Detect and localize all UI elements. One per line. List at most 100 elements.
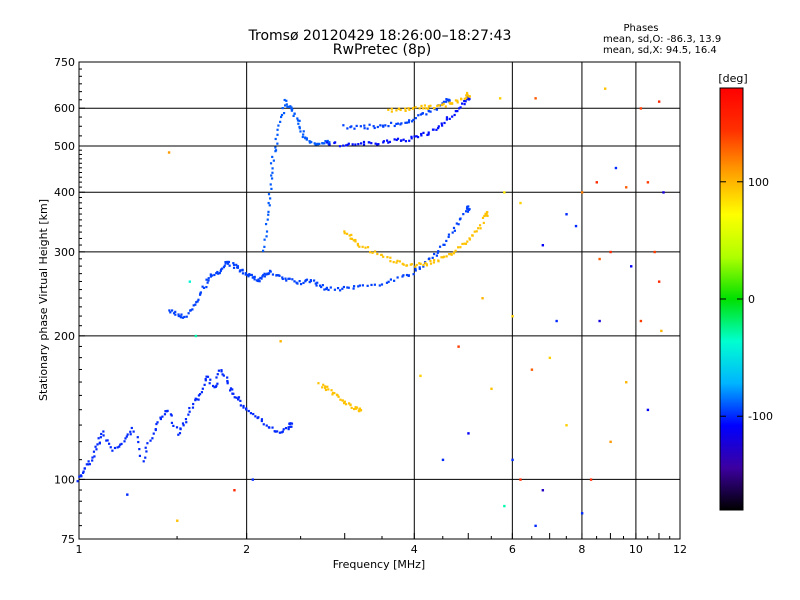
echo-point — [316, 143, 319, 146]
echo-point — [226, 376, 229, 379]
echo-point — [235, 396, 238, 399]
echo-point — [296, 282, 299, 285]
plot-border — [78, 61, 681, 540]
echo-point — [445, 116, 449, 119]
echo-point — [463, 242, 466, 245]
echo-point — [296, 117, 299, 120]
echo-point — [218, 271, 221, 275]
echo-point — [481, 216, 485, 219]
echo-point — [361, 284, 364, 287]
echo-point — [267, 426, 271, 429]
echo-point — [355, 406, 359, 409]
echo-point — [396, 276, 399, 279]
echo-point — [236, 398, 240, 401]
echo-point — [408, 119, 411, 122]
echo-point — [344, 403, 348, 406]
echo-point — [433, 259, 436, 262]
echo-point — [271, 273, 275, 276]
echo-point — [212, 384, 215, 388]
echo-point — [224, 262, 227, 265]
echo-point — [205, 375, 208, 378]
echo-point — [172, 312, 176, 315]
echo-point — [418, 267, 421, 270]
echo-point — [323, 142, 326, 145]
echo-point — [477, 227, 480, 230]
echo-point — [456, 101, 459, 104]
echo-point — [328, 143, 331, 146]
echo-point — [646, 408, 650, 412]
echo-point — [346, 286, 349, 289]
echo-point — [209, 378, 212, 381]
echo-point — [325, 141, 328, 144]
echo-point — [346, 127, 349, 130]
y-tick-label: 200 — [54, 330, 75, 343]
echo-point — [333, 288, 337, 291]
echo-point — [354, 240, 357, 243]
echo-point — [485, 212, 488, 215]
echo-point — [287, 428, 290, 431]
echo-point — [333, 391, 336, 395]
echo-point — [289, 105, 292, 108]
echo-point — [342, 144, 345, 147]
echo-point — [152, 432, 155, 435]
echo-point — [339, 398, 342, 401]
echo-point — [290, 422, 294, 425]
echo-point — [98, 441, 101, 444]
echo-point — [338, 145, 342, 148]
echo-point — [177, 433, 180, 436]
echo-point — [471, 234, 474, 237]
echo-point — [393, 138, 396, 141]
echo-point — [450, 253, 453, 256]
echo-point — [625, 381, 628, 384]
echo-point — [398, 260, 401, 263]
echo-point — [448, 253, 451, 256]
echo-point — [197, 298, 200, 301]
echo-point — [405, 273, 409, 277]
echo-point — [215, 376, 218, 379]
echo-point — [187, 413, 190, 416]
echo-point — [271, 171, 274, 174]
x-tick-label: 8 — [578, 543, 585, 556]
echo-point — [334, 141, 337, 144]
echo-point — [213, 386, 216, 389]
echo-point — [226, 382, 229, 385]
echo-point — [387, 280, 390, 283]
echo-point — [123, 440, 126, 443]
echo-point — [163, 413, 167, 416]
echo-point — [192, 304, 195, 307]
echo-point — [116, 446, 119, 449]
echo-point — [246, 273, 249, 277]
echo-point — [395, 261, 398, 264]
echo-point — [229, 387, 233, 390]
echo-point — [396, 122, 400, 125]
echo-point — [188, 280, 192, 283]
echo-point — [337, 395, 340, 398]
echo-point — [226, 260, 229, 264]
echo-point — [363, 127, 366, 130]
echo-point — [341, 287, 344, 290]
echo-point — [267, 272, 271, 275]
echo-point — [453, 113, 456, 117]
echo-point — [382, 140, 386, 143]
echo-point — [440, 122, 443, 125]
echo-point — [144, 456, 147, 459]
echo-point — [384, 124, 387, 127]
echo-point — [660, 329, 663, 333]
echo-point — [88, 463, 91, 466]
echo-point — [78, 475, 81, 478]
echo-point — [464, 100, 467, 103]
echo-point — [222, 374, 225, 377]
x-axis-ticks: 1 2 4 6 8 10 12 — [76, 533, 687, 556]
echo-point — [331, 391, 335, 395]
echo-point — [281, 277, 284, 281]
y-axis-label: Stationary phase Virtual Height [km] — [37, 199, 50, 401]
echo-point — [435, 108, 439, 111]
echo-point — [419, 374, 422, 378]
echo-point — [170, 421, 174, 424]
echo-point — [445, 118, 448, 121]
echo-point — [126, 493, 129, 496]
echo-point — [238, 270, 241, 273]
echo-point — [197, 398, 200, 401]
echo-point — [353, 407, 356, 411]
echo-point — [408, 139, 411, 142]
